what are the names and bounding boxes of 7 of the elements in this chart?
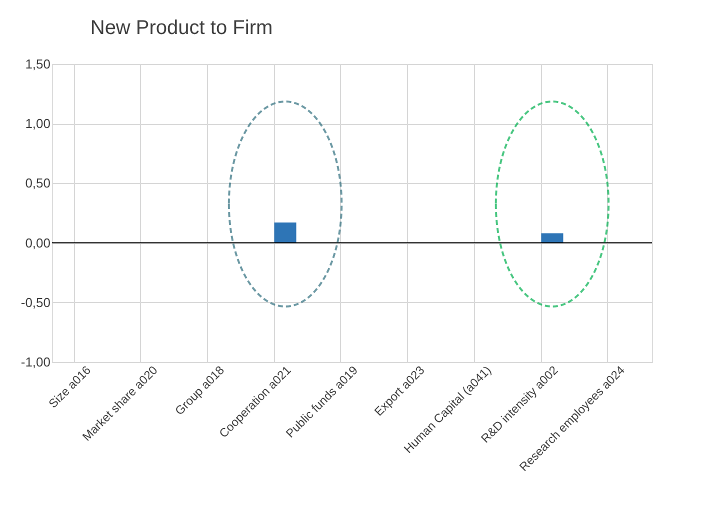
y-tick-label: 0,50	[25, 176, 50, 191]
y-tick-label: 0,00	[25, 235, 50, 250]
y-tick-label: -0,50	[20, 294, 50, 310]
y-tick-label: 1,00	[25, 116, 50, 132]
chart-title: New Product to Firm	[90, 17, 273, 39]
y-tick-label: 1,50	[25, 56, 50, 72]
y-tick-label: -1,00	[20, 354, 50, 370]
